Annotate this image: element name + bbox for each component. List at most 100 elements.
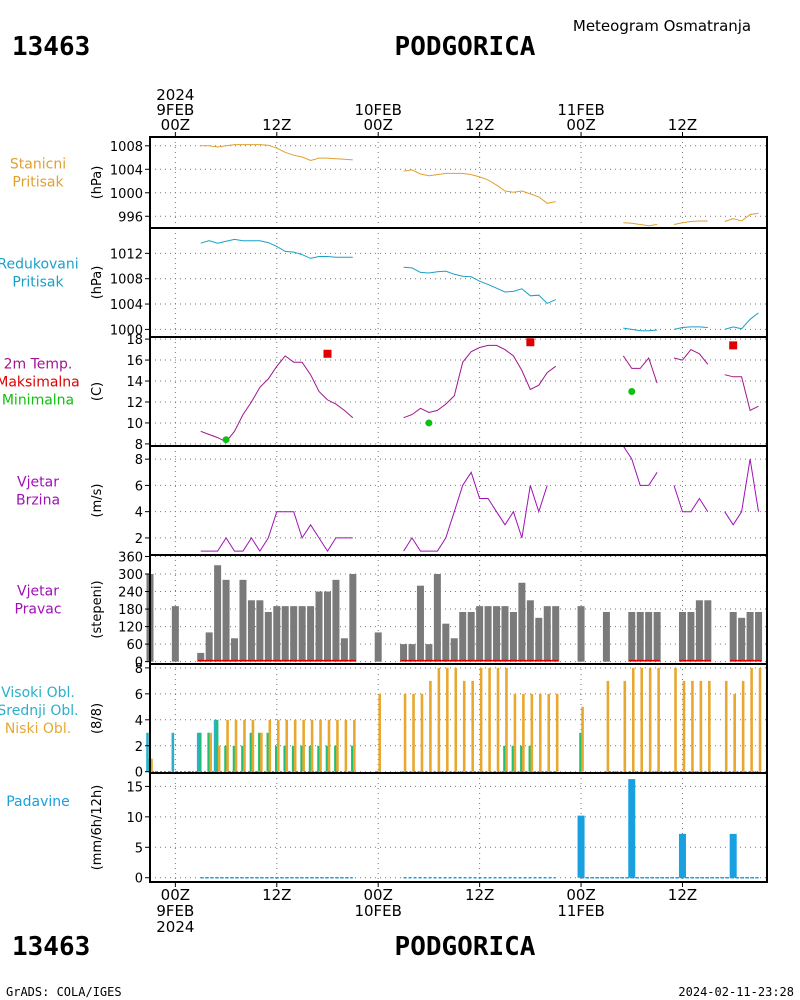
station-id-top: 13463: [12, 32, 90, 62]
y-tick-label: 1004: [110, 298, 143, 313]
series-line: [403, 344, 556, 419]
y-tick-label: 0: [135, 656, 143, 671]
y-tick-label: 18: [126, 333, 143, 348]
panel-precipitation: 0 5 10 15 (mm/6h/12h) Padavine: [6, 772, 768, 887]
panel-label: Stanicni: [10, 157, 66, 173]
cloud-bar: [674, 667, 677, 772]
direction-bar: [746, 611, 754, 662]
panel-frame: [149, 227, 768, 338]
direction-bar: [416, 585, 424, 662]
cloud-bar: [606, 680, 610, 772]
y-axis-label: (hPa): [90, 266, 105, 300]
cloud-bar: [631, 667, 635, 772]
cloud-bar: [733, 693, 736, 772]
y-tick-label: 2: [135, 532, 143, 547]
y-axis-label: (stepeni): [90, 580, 105, 638]
y-axis-label: (m/s): [90, 484, 105, 518]
panel-label: Vjetar: [17, 475, 59, 491]
cloud-bar: [429, 680, 432, 772]
y-axis-label: (C): [90, 382, 105, 401]
cloud-bar: [538, 693, 542, 772]
meteogram-panels: 996100010041008(hPa)StanicniPritisak1000…: [0, 136, 768, 887]
y-tick-label: 2: [135, 740, 143, 755]
direction-bar: [526, 600, 534, 662]
direction-bar: [433, 573, 441, 662]
bottom-time-label: 9FEB: [156, 902, 194, 920]
series-line: [623, 327, 658, 332]
cloud-bar: [207, 732, 210, 772]
cloud-bar: [446, 667, 449, 772]
cloud-bar: [648, 667, 652, 772]
cloud-bar: [496, 667, 500, 772]
cloud-bar: [336, 719, 339, 772]
panel-label: Brzina: [16, 493, 60, 509]
cloud-bar: [293, 719, 297, 772]
y-tick-label: 360: [118, 550, 143, 565]
top-time-label: 11FEB: [557, 101, 604, 119]
series-line: [622, 445, 658, 486]
cloud-bar: [555, 693, 559, 772]
min-temp-marker: [222, 436, 230, 444]
direction-bar: [442, 623, 450, 662]
cloud-bar: [623, 680, 627, 772]
cloud-bar: [758, 667, 762, 772]
cloud-bar: [171, 732, 175, 772]
cloud-bar: [215, 719, 219, 772]
direction-bar: [552, 606, 560, 662]
direction-bar: [298, 606, 306, 662]
direction-bar: [340, 638, 348, 662]
cloud-bar: [319, 719, 322, 772]
cloud-bar: [750, 667, 753, 772]
cloud-bar: [317, 745, 320, 772]
y-axis-label: (mm/6h/12h): [90, 785, 105, 871]
precip-bar: [577, 815, 585, 878]
cloud-bar: [547, 693, 551, 772]
y-tick-label: 240: [118, 586, 143, 601]
direction-bar: [205, 632, 213, 662]
cloud-bar: [741, 680, 745, 772]
cloud-bar: [217, 745, 221, 772]
meteogram-subtitle: Meteogram Osmatranja: [573, 17, 751, 35]
panel-frame: [149, 136, 768, 229]
series-line: [724, 459, 759, 526]
series-line: [200, 238, 353, 259]
series-line: [724, 312, 759, 330]
y-tick-label: 5: [135, 841, 143, 856]
panel-label: Minimalna: [2, 393, 74, 409]
y-tick-label: 1004: [110, 163, 143, 178]
y-tick-label: 16: [126, 354, 143, 369]
y-tick-label: 120: [118, 621, 143, 636]
y-tick-label: 0: [135, 872, 143, 887]
y-tick-label: 10: [126, 417, 143, 432]
direction-bar: [425, 644, 433, 662]
y-axis-label: (hPa): [90, 166, 105, 200]
series-line: [673, 326, 708, 330]
panel-label: Pravac: [14, 602, 61, 618]
direction-bar: [214, 565, 222, 662]
top-time-label: 00Z: [566, 116, 595, 134]
y-tick-label: 6: [135, 479, 143, 494]
cloud-bar: [232, 745, 236, 772]
cloud-bar: [479, 667, 483, 772]
top-time-label: 12Z: [262, 116, 291, 134]
top-time-label: 9FEB: [156, 101, 194, 119]
direction-bar: [484, 606, 492, 662]
direction-bar: [281, 606, 289, 662]
y-tick-label: 14: [126, 375, 143, 390]
cloud-bar: [462, 680, 466, 772]
direction-bar: [222, 579, 230, 662]
direction-bar: [408, 644, 416, 662]
y-tick-label: 60: [126, 638, 143, 653]
panel-frame: [149, 445, 768, 556]
cloud-bar: [327, 719, 331, 772]
direction-bar: [374, 632, 382, 662]
cloud-bar: [699, 680, 703, 772]
cloud-bar: [530, 693, 534, 772]
cloud-bar: [285, 719, 289, 772]
cloud-bar: [344, 719, 348, 772]
cloud-bar: [283, 745, 287, 772]
panel-label: Visoki Obl.: [1, 685, 75, 701]
direction-bar: [602, 611, 610, 662]
panel-reduced-pressure: 1000 1004 1008 1012 (hPa) Redukovani Pritisak: [0, 227, 768, 338]
